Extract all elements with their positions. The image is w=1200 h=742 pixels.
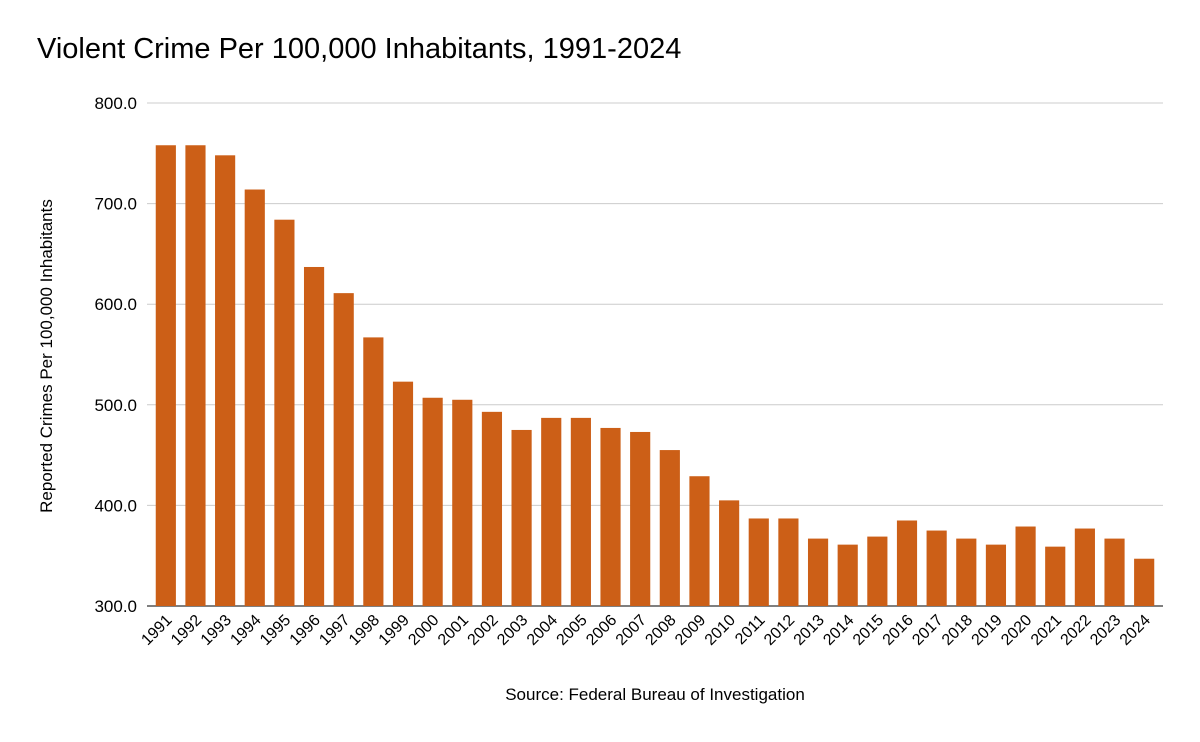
bar-1996 — [303, 266, 325, 606]
x-axis-title: Source: Federal Bureau of Investigation — [505, 685, 805, 704]
bar-1997 — [333, 293, 354, 606]
x-tick-label: 2003 — [494, 612, 531, 649]
bar-2020 — [1015, 526, 1036, 606]
bar-2018 — [956, 538, 977, 606]
x-tick-label: 2008 — [642, 612, 679, 649]
x-tick-label: 1993 — [198, 612, 235, 649]
bar-2009 — [689, 476, 710, 606]
x-tick-label: 2005 — [554, 612, 591, 649]
x-tick-label: 2021 — [1028, 612, 1065, 649]
x-tick-label: 1991 — [138, 612, 175, 649]
x-tick-label: 1996 — [287, 612, 324, 649]
y-tick-label: 600.0 — [94, 295, 137, 314]
x-tick-label: 1999 — [376, 612, 413, 649]
x-tick-label: 1997 — [316, 612, 353, 649]
y-tick-label: 500.0 — [94, 396, 137, 415]
x-tick-label: 2013 — [791, 612, 828, 649]
x-tick-label: 2011 — [732, 612, 768, 648]
x-tick-label: 2001 — [435, 612, 472, 649]
bar-1995 — [274, 219, 295, 607]
x-tick-label: 2002 — [465, 612, 502, 649]
bar-2023 — [1104, 538, 1125, 606]
y-tick-label: 700.0 — [94, 195, 137, 214]
x-tick-label: 1998 — [346, 612, 383, 649]
bar-2005 — [570, 417, 591, 606]
x-tick-label: 2015 — [850, 612, 887, 649]
x-tick-label: 2024 — [1117, 612, 1154, 649]
x-axis-ticks: 1991199219931994199519961997199819992000… — [138, 612, 1154, 649]
bars — [155, 145, 1155, 607]
x-tick-label: 2018 — [939, 612, 976, 649]
bar-2019 — [985, 544, 1007, 606]
bar-2011 — [748, 518, 769, 606]
x-tick-label: 2020 — [998, 612, 1035, 649]
x-tick-label: 2017 — [909, 612, 946, 649]
bar-1999 — [392, 381, 414, 606]
bar-2021 — [1045, 546, 1066, 606]
y-tick-label: 300.0 — [94, 597, 137, 616]
bar-1998 — [363, 337, 384, 606]
bar-2001 — [452, 399, 473, 606]
x-tick-label: 2007 — [613, 612, 650, 649]
x-tick-label: 2004 — [524, 612, 561, 649]
x-tick-label: 2022 — [1058, 612, 1095, 649]
bar-2024 — [1134, 558, 1155, 606]
bar-2003 — [511, 429, 532, 606]
chart-title: Violent Crime Per 100,000 Inhabitants, 1… — [37, 33, 682, 65]
bar-2014 — [837, 544, 858, 606]
x-tick-label: 2010 — [702, 612, 739, 649]
x-tick-label: 2016 — [880, 612, 917, 649]
bar-1992 — [185, 145, 206, 606]
bar-2016 — [896, 520, 918, 606]
bar-2013 — [807, 538, 829, 606]
x-tick-label: 2019 — [969, 612, 1006, 649]
bar-2000 — [422, 397, 443, 606]
y-tick-label: 400.0 — [94, 496, 137, 515]
gridlines — [147, 102, 1163, 607]
x-tick-label: 2014 — [820, 612, 857, 649]
bar-2010 — [719, 500, 740, 606]
bar-2015 — [867, 536, 888, 606]
bar-2022 — [1074, 528, 1095, 606]
y-axis-title: Reported Crimes Per 100,000 Inhabitants — [37, 199, 56, 513]
x-tick-label: 2012 — [761, 612, 798, 649]
x-tick-label: 2000 — [405, 612, 442, 649]
bar-2002 — [481, 411, 503, 606]
x-tick-label: 2023 — [1087, 612, 1124, 649]
x-tick-label: 2006 — [583, 612, 620, 649]
y-axis-ticks: 300.0 400.0 500.0 600.0 700.0 800.0 — [94, 94, 137, 616]
bar-2006 — [600, 427, 621, 606]
bar-1993 — [215, 155, 236, 606]
bar-2012 — [778, 518, 799, 606]
x-tick-label: 2009 — [672, 612, 709, 649]
bar-1994 — [244, 189, 265, 607]
y-tick-label: 800.0 — [94, 94, 137, 113]
bar-2004 — [541, 417, 562, 606]
x-tick-label: 1995 — [257, 612, 294, 649]
x-tick-label: 1992 — [168, 612, 205, 649]
bar-2008 — [659, 450, 680, 606]
bar-2017 — [926, 530, 947, 606]
bar-2007 — [630, 431, 651, 606]
x-tick-label: 1994 — [227, 612, 264, 649]
bar-1991 — [155, 145, 176, 606]
